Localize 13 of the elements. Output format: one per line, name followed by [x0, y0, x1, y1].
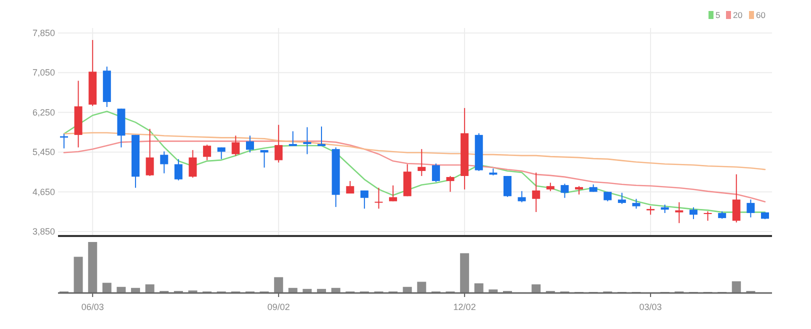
legend-label: 5	[716, 10, 720, 20]
y-tick-label: 6,250	[32, 107, 55, 118]
x-tick-label: 06/03	[81, 302, 104, 312]
y-tick-label: 4,650	[32, 186, 55, 197]
legend-label: 20	[733, 10, 743, 20]
x-tick-label: 03/03	[639, 302, 662, 312]
x-tick-label: 09/02	[267, 302, 290, 312]
y-tick-label: 7,850	[32, 28, 55, 38]
x-tick-label: 12/02	[453, 302, 476, 312]
y-tick-label: 3,850	[32, 226, 55, 237]
y-tick-label: 5,450	[32, 147, 55, 158]
legend-label: 60	[756, 10, 766, 20]
y-tick-label: 7,050	[32, 68, 55, 78]
